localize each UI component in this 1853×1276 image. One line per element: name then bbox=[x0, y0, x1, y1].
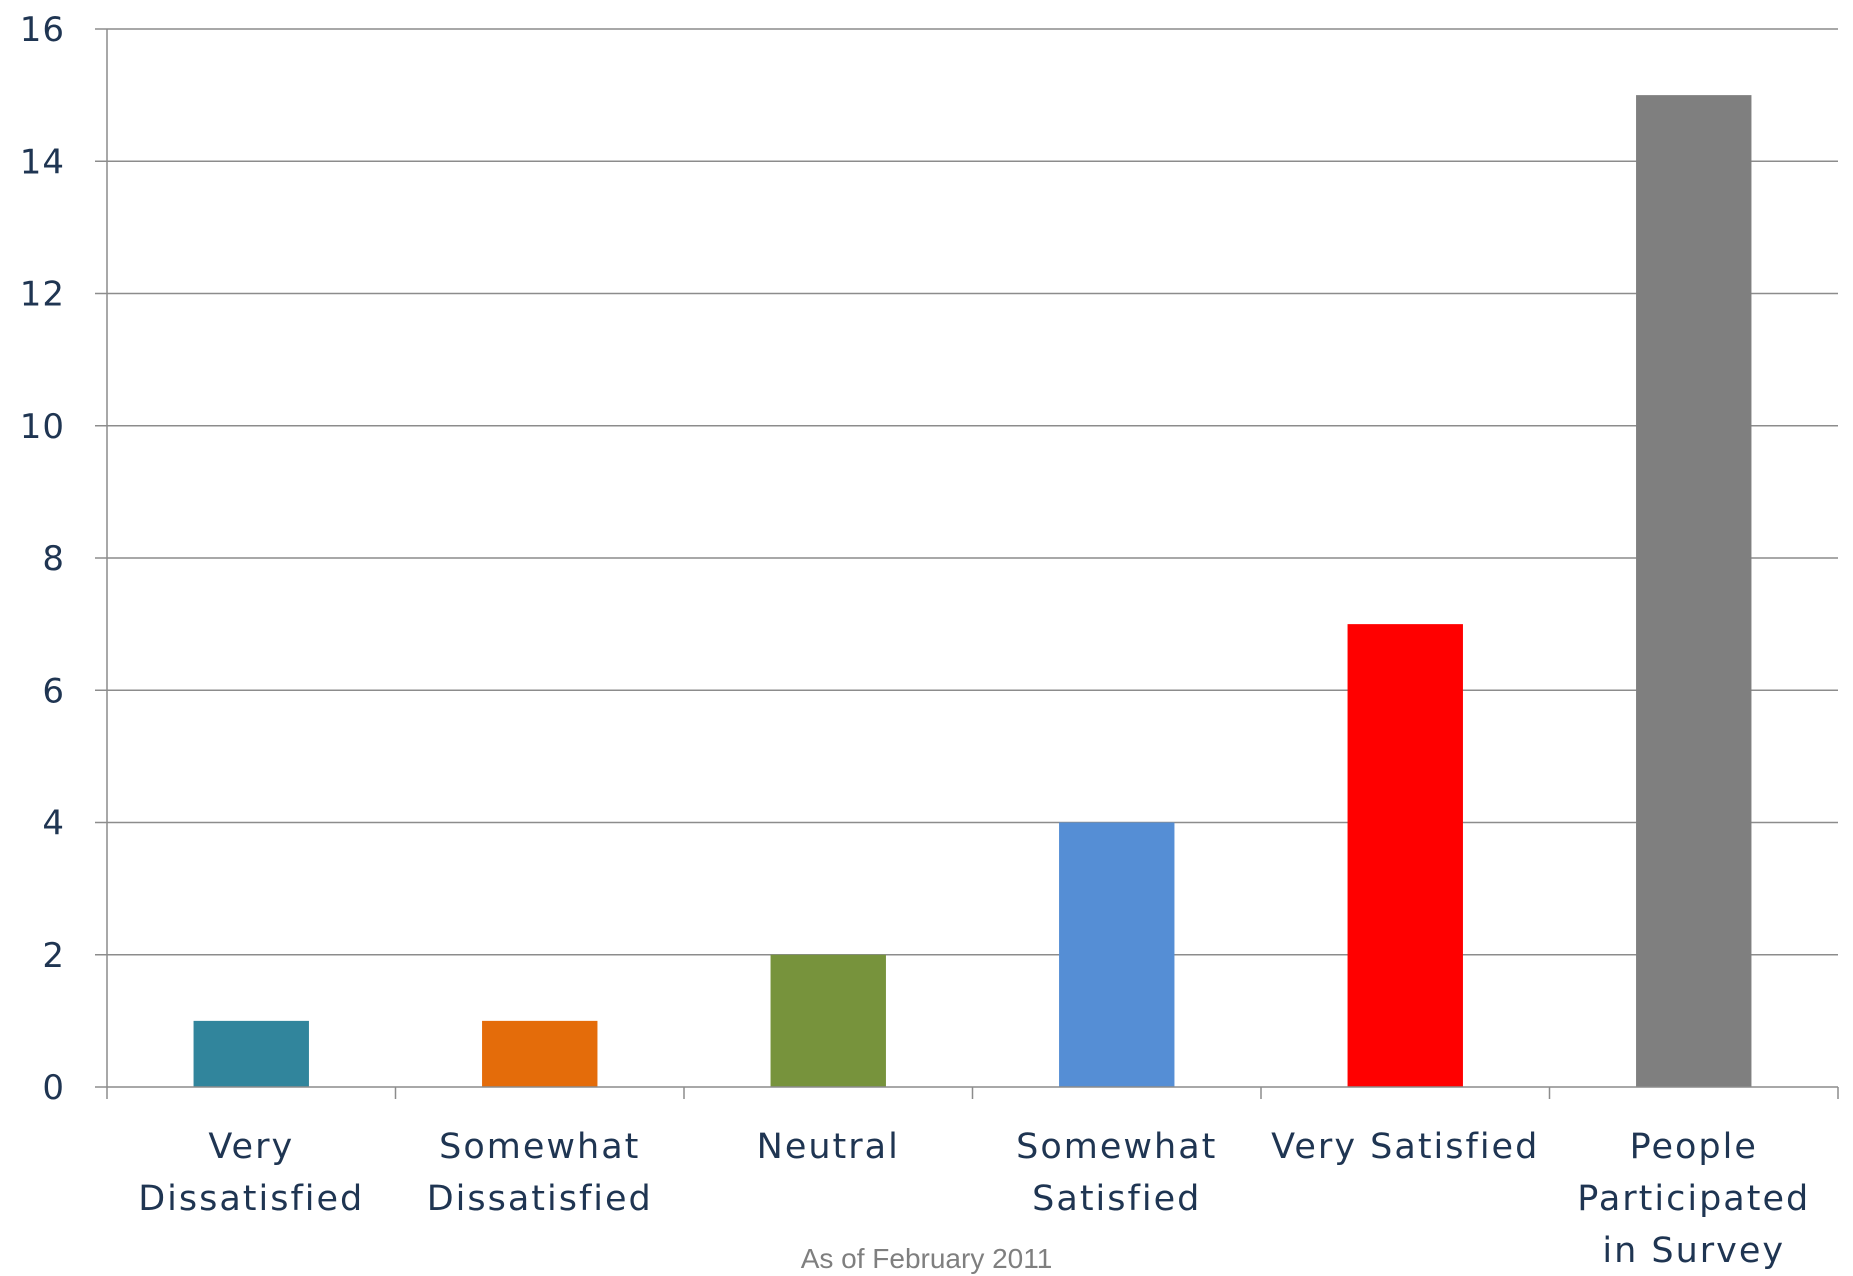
bar bbox=[1636, 95, 1752, 1087]
category-label-line: Neutral bbox=[757, 1127, 900, 1167]
category-label-line: Dissatisfied bbox=[138, 1179, 364, 1219]
category-label-line: Dissatisfied bbox=[427, 1179, 653, 1219]
category-label-line: Satisfied bbox=[1032, 1179, 1201, 1219]
category-label: Very Satisfied bbox=[1271, 1127, 1539, 1167]
category-label-line: in Survey bbox=[1602, 1231, 1785, 1271]
y-tick-label: 12 bbox=[20, 275, 65, 315]
category-label: Somewhat Dissatisfied bbox=[427, 1127, 653, 1219]
category-label-line: Participated bbox=[1577, 1179, 1810, 1219]
bar bbox=[193, 1020, 309, 1087]
bar bbox=[1059, 822, 1175, 1087]
y-tick-label: 8 bbox=[42, 539, 65, 579]
bar bbox=[482, 1020, 598, 1087]
y-tick-label: 4 bbox=[42, 804, 65, 844]
y-tick-label: 16 bbox=[20, 10, 65, 50]
axes bbox=[95, 28, 1839, 1099]
category-label: People Participated in Survey bbox=[1577, 1127, 1810, 1271]
y-tick-label: 14 bbox=[20, 142, 65, 182]
category-label-line: Very Satisfied bbox=[1271, 1127, 1539, 1167]
bars bbox=[193, 95, 1752, 1087]
bar bbox=[1347, 624, 1463, 1087]
y-tick-label: 0 bbox=[42, 1068, 65, 1108]
y-tick-label: 2 bbox=[42, 936, 65, 976]
category-label: Somewhat Satisfied bbox=[1016, 1127, 1217, 1219]
category-label-line: Very bbox=[208, 1127, 294, 1167]
category-label: Very Dissatisfied bbox=[138, 1127, 364, 1219]
category-label-line: People bbox=[1630, 1127, 1758, 1167]
y-tick-labels: 0 2 4 6 8 10 12 14 16 bbox=[20, 10, 65, 1108]
category-label-line: Somewhat bbox=[439, 1127, 640, 1167]
grid-lines bbox=[107, 28, 1838, 956]
category-label: Neutral bbox=[757, 1127, 900, 1167]
bar bbox=[770, 954, 886, 1087]
category-labels: Very Dissatisfied Somewhat Dissatisfied Neut… bbox=[138, 1127, 1810, 1271]
footnote: As of February 2011 bbox=[800, 1243, 1053, 1274]
category-label-line: Somewhat bbox=[1016, 1127, 1217, 1167]
y-tick-label: 6 bbox=[42, 671, 65, 711]
y-tick-label: 10 bbox=[20, 407, 65, 447]
